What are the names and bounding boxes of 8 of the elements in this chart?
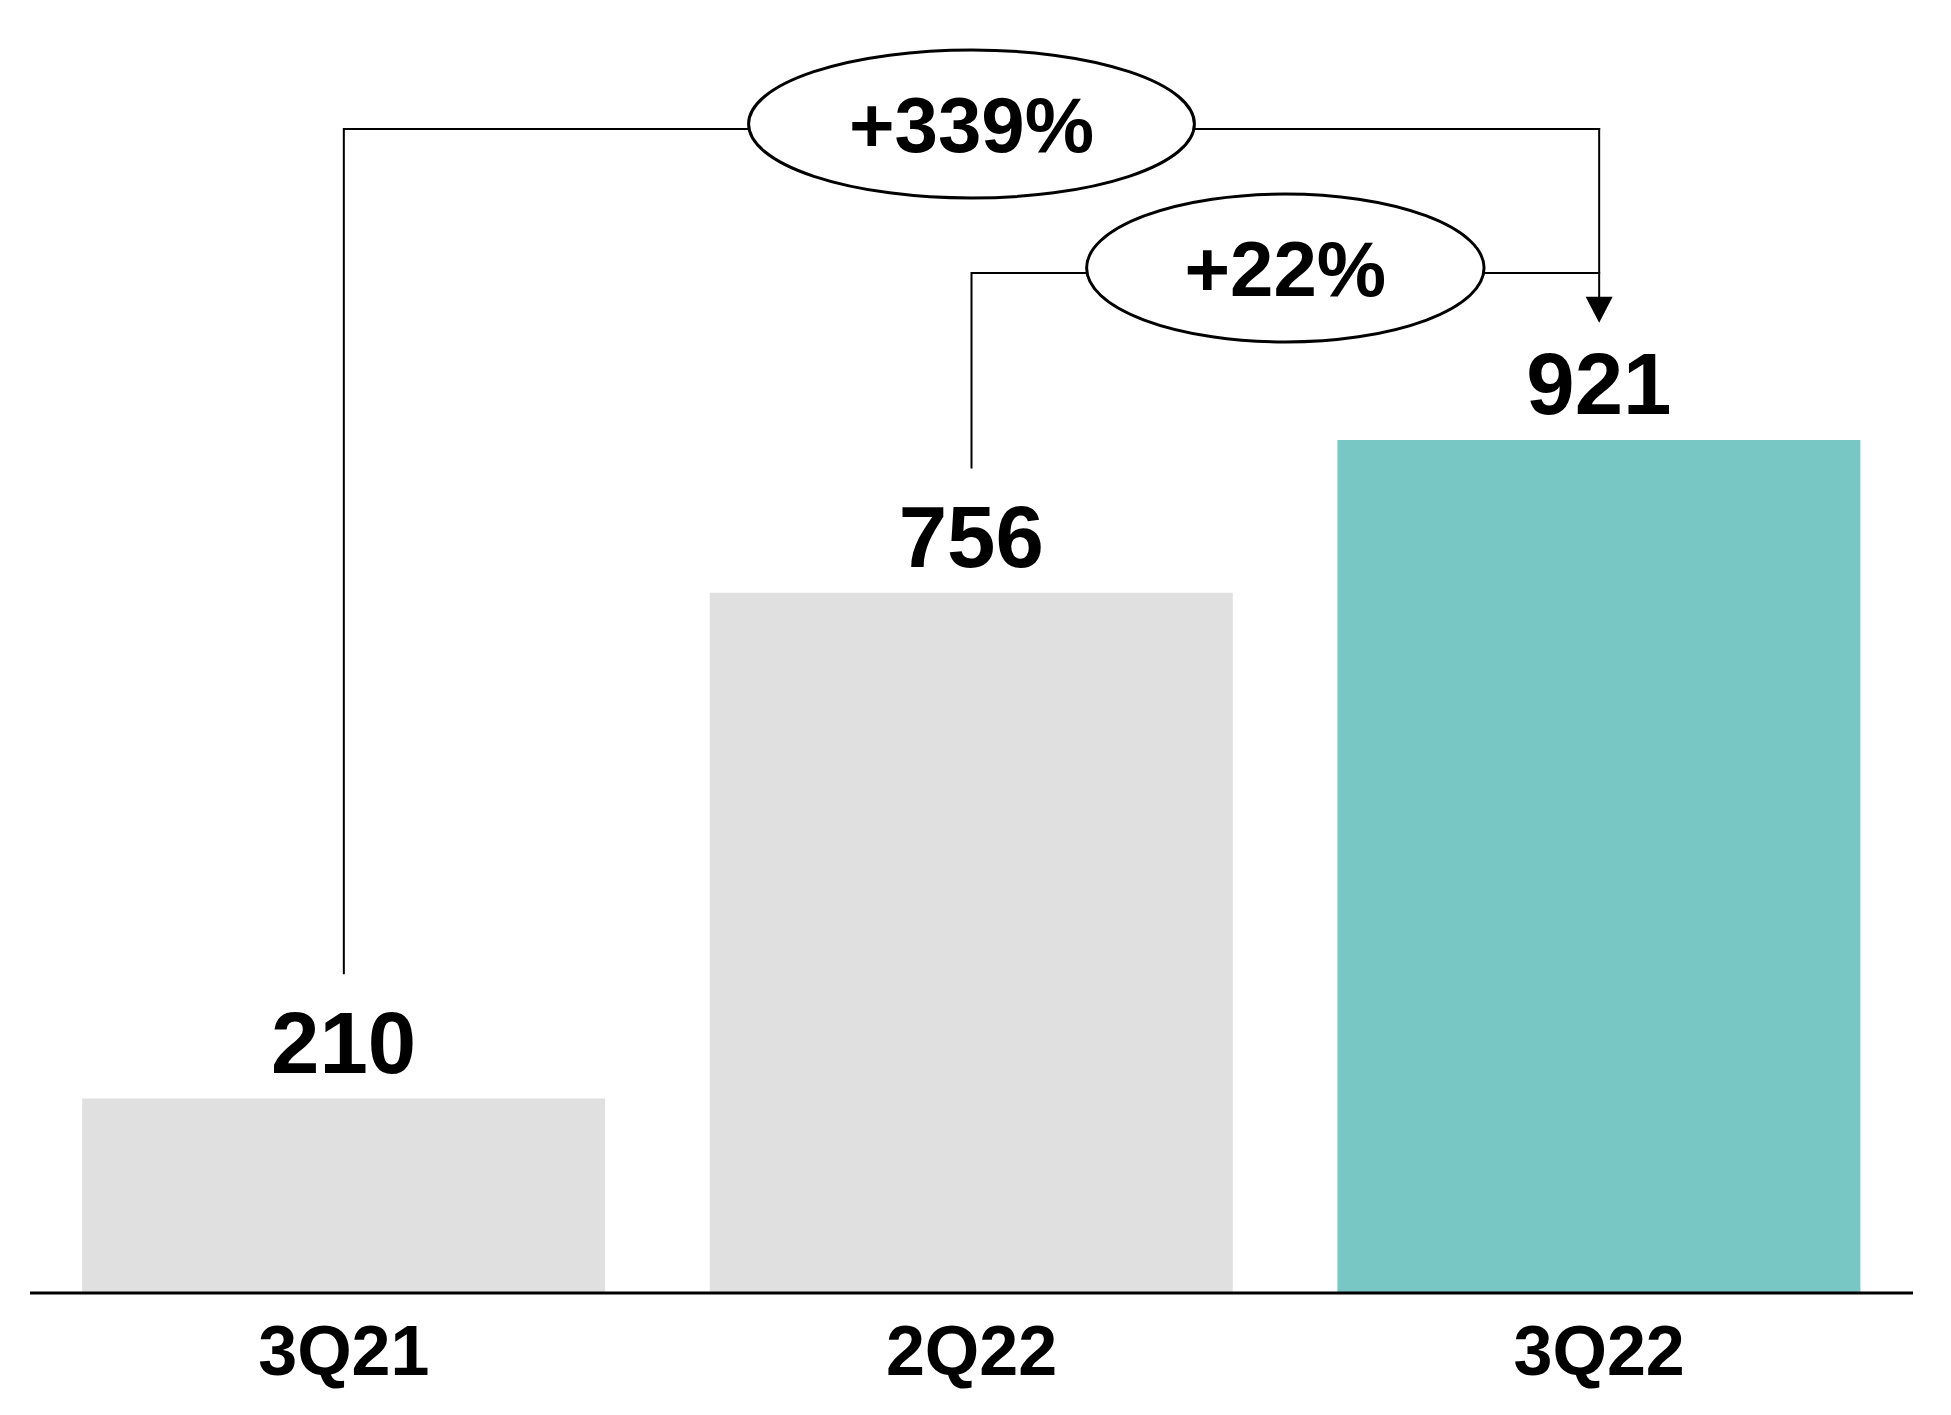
x-tick-label: 3Q21 xyxy=(258,1312,430,1390)
text: +22% xyxy=(1184,224,1387,313)
text: +339% xyxy=(848,80,1095,169)
data-label: 756 xyxy=(898,487,1044,585)
x-tick-label: 3Q22 xyxy=(1513,1312,1685,1390)
data-label: 921 xyxy=(1526,335,1672,432)
data-label: 210 xyxy=(271,993,417,1091)
x-tick-label: 2Q22 xyxy=(885,1312,1058,1390)
